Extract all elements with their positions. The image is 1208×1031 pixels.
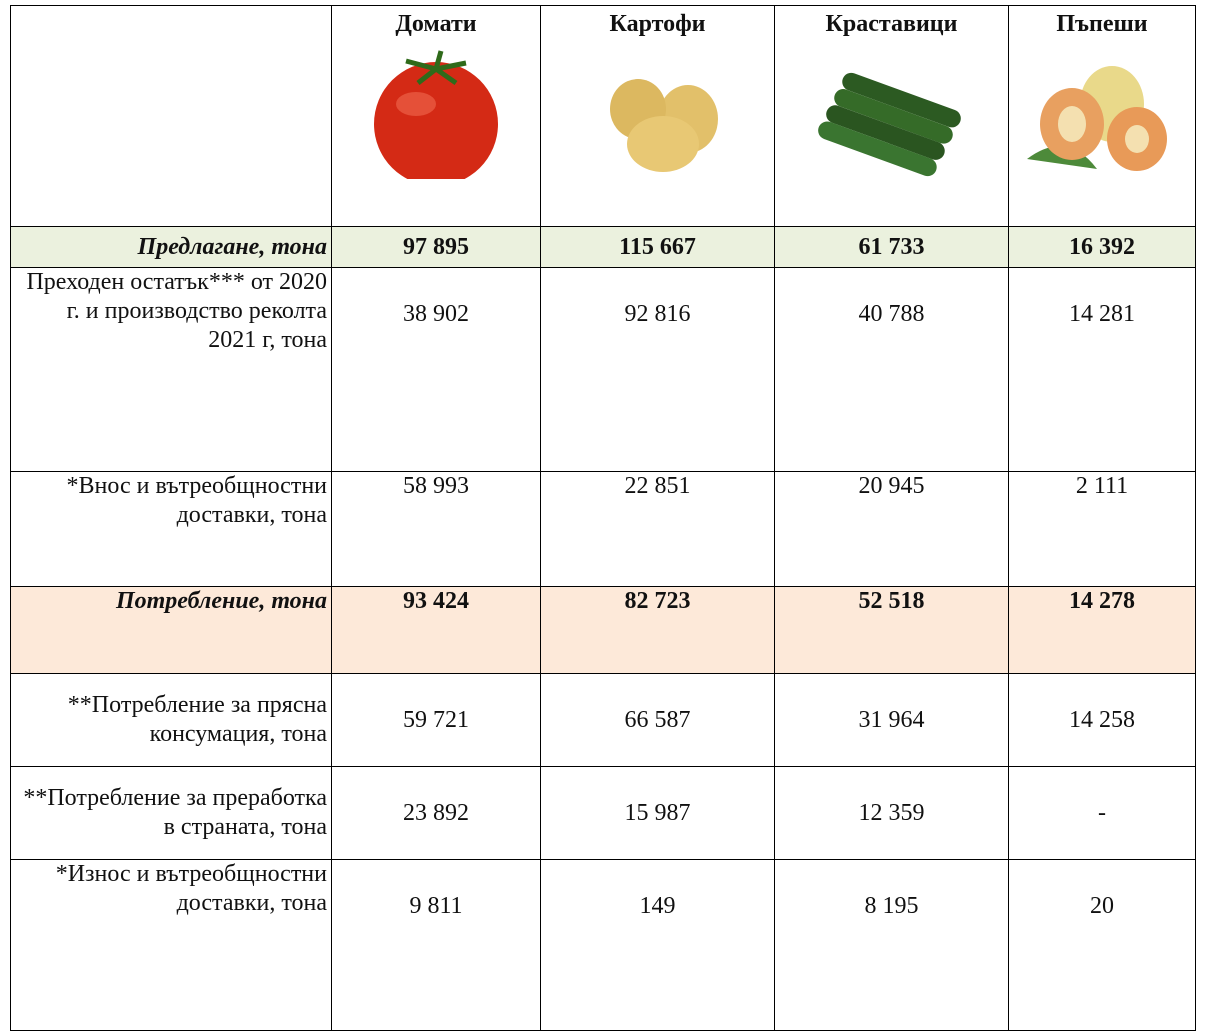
- cell-value: 115 667: [541, 227, 775, 268]
- cell-value: 9 811: [332, 860, 541, 1031]
- row-label: *Износ и вътреобщностни доставки, тона: [11, 860, 332, 1031]
- cell-value: 2 111: [1009, 472, 1196, 587]
- column-title: Пъпеши: [1013, 10, 1191, 39]
- column-title: Домати: [336, 10, 536, 39]
- cell-value: 97 895: [332, 227, 541, 268]
- page: Домати Картофи Краставици Пъпеши Предлаг…: [0, 0, 1208, 965]
- cell-value: 66 587: [541, 674, 775, 767]
- melon-image: [1022, 49, 1182, 179]
- cell-value: 92 816: [541, 268, 775, 472]
- cell-value: 8 195: [775, 860, 1009, 1031]
- row-label: **Потребление за прясна консумация, тона: [11, 674, 332, 767]
- row-label: Преходен остатък*** от 2020 г. и произво…: [11, 268, 332, 472]
- table-row: **Потребление за прясна консумация, тона…: [11, 674, 1196, 767]
- column-header: Домати: [332, 6, 541, 227]
- cell-value: 82 723: [541, 587, 775, 674]
- cell-value: 52 518: [775, 587, 1009, 674]
- column-header: Краставици: [775, 6, 1009, 227]
- header-row: Домати Картофи Краставици Пъпеши: [11, 6, 1196, 227]
- cell-value: 20: [1009, 860, 1196, 1031]
- tomato-image: [356, 49, 516, 179]
- cell-value: 14 281: [1009, 268, 1196, 472]
- cell-value: 22 851: [541, 472, 775, 587]
- table-row: **Потребление за преработка в страната, …: [11, 767, 1196, 860]
- cell-value: 14 278: [1009, 587, 1196, 674]
- cell-value: 93 424: [332, 587, 541, 674]
- row-label: *Внос и вътреобщностни доставки, тона: [11, 472, 332, 587]
- cell-value: 59 721: [332, 674, 541, 767]
- row-label: **Потребление за преработка в страната, …: [11, 767, 332, 860]
- cell-value: 14 258: [1009, 674, 1196, 767]
- cell-value: -: [1009, 767, 1196, 860]
- column-title: Картофи: [545, 10, 770, 39]
- cell-value: 15 987: [541, 767, 775, 860]
- cell-value: 149: [541, 860, 775, 1031]
- column-title: Краставици: [779, 10, 1004, 39]
- cell-value: 38 902: [332, 268, 541, 472]
- row-label: Предлагане, тона: [11, 227, 332, 268]
- cell-value: 16 392: [1009, 227, 1196, 268]
- column-header: Пъпеши: [1009, 6, 1196, 227]
- cell-value: 61 733: [775, 227, 1009, 268]
- row-label: Потребление, тона: [11, 587, 332, 674]
- cell-value: 23 892: [332, 767, 541, 860]
- cell-value: 31 964: [775, 674, 1009, 767]
- cell-value: 40 788: [775, 268, 1009, 472]
- column-header: Картофи: [541, 6, 775, 227]
- cell-value: 12 359: [775, 767, 1009, 860]
- cell-value: 20 945: [775, 472, 1009, 587]
- corner-cell: [11, 6, 332, 227]
- cucumber-image: [812, 49, 972, 179]
- supply-table: Домати Картофи Краставици Пъпеши Предлаг…: [10, 5, 1196, 1031]
- table-row: Преходен остатък*** от 2020 г. и произво…: [11, 268, 1196, 472]
- potato-image: [578, 49, 738, 179]
- cell-value: 58 993: [332, 472, 541, 587]
